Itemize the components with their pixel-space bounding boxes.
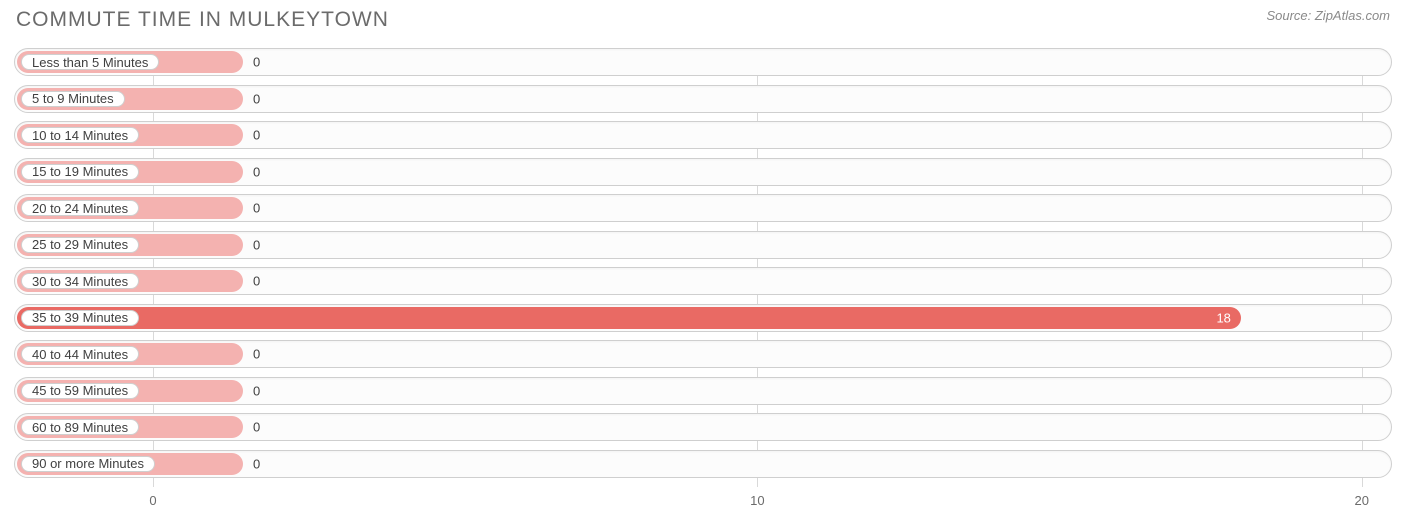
bar-fill: [17, 307, 1241, 329]
bar-row: 15 to 19 Minutes 0: [14, 158, 1392, 186]
bar-value-label: 0: [253, 237, 260, 252]
x-axis-tick-label: 10: [750, 493, 764, 508]
bar-value-label: 0: [253, 274, 260, 289]
bar-value-label: 0: [253, 55, 260, 70]
bar-row: 10 to 14 Minutes 0: [14, 121, 1392, 149]
bar-category-label: 40 to 44 Minutes: [21, 346, 139, 362]
bar-category-label: 25 to 29 Minutes: [21, 237, 139, 253]
bar-value-label: 0: [253, 420, 260, 435]
bar-category-label: 20 to 24 Minutes: [21, 200, 139, 216]
x-axis-tick-label: 0: [149, 493, 156, 508]
bar-row: 20 to 24 Minutes 0: [14, 194, 1392, 222]
bar-category-label: 45 to 59 Minutes: [21, 383, 139, 399]
bar-row: 60 to 89 Minutes 0: [14, 413, 1392, 441]
chart-title: COMMUTE TIME IN MULKEYTOWN: [16, 8, 389, 32]
bar-value-label: 0: [253, 456, 260, 471]
bar-value-label: 0: [253, 383, 260, 398]
bar-category-label: 10 to 14 Minutes: [21, 127, 139, 143]
bar-row: Less than 5 Minutes 0: [14, 48, 1392, 76]
bar-value-label: 0: [253, 128, 260, 143]
chart-container: COMMUTE TIME IN MULKEYTOWN Source: ZipAt…: [0, 0, 1406, 523]
bar-row: 40 to 44 Minutes 0: [14, 340, 1392, 368]
bar-category-label: 90 or more Minutes: [21, 456, 155, 472]
bar-row: 35 to 39 Minutes 18: [14, 304, 1392, 332]
bar-row: 45 to 59 Minutes 0: [14, 377, 1392, 405]
bar-value-label: 0: [253, 347, 260, 362]
chart-source: Source: ZipAtlas.com: [1266, 8, 1390, 23]
plot-area: Less than 5 Minutes05 to 9 Minutes010 to…: [14, 48, 1392, 487]
bar-category-label: 15 to 19 Minutes: [21, 164, 139, 180]
chart-header: COMMUTE TIME IN MULKEYTOWN Source: ZipAt…: [0, 0, 1406, 40]
bar-value-label: 18: [1216, 310, 1230, 325]
bar-category-label: Less than 5 Minutes: [21, 54, 159, 70]
bar-category-label: 35 to 39 Minutes: [21, 310, 139, 326]
bar-category-label: 60 to 89 Minutes: [21, 419, 139, 435]
x-axis-tick-label: 20: [1355, 493, 1369, 508]
bar-value-label: 0: [253, 164, 260, 179]
bar-category-label: 30 to 34 Minutes: [21, 273, 139, 289]
bar-row: 30 to 34 Minutes 0: [14, 267, 1392, 295]
bar-value-label: 0: [253, 91, 260, 106]
bar-row: 5 to 9 Minutes 0: [14, 85, 1392, 113]
bar-row: 25 to 29 Minutes 0: [14, 231, 1392, 259]
bar-value-label: 0: [253, 201, 260, 216]
bar-row: 90 or more Minutes 0: [14, 450, 1392, 478]
bar-category-label: 5 to 9 Minutes: [21, 91, 125, 107]
